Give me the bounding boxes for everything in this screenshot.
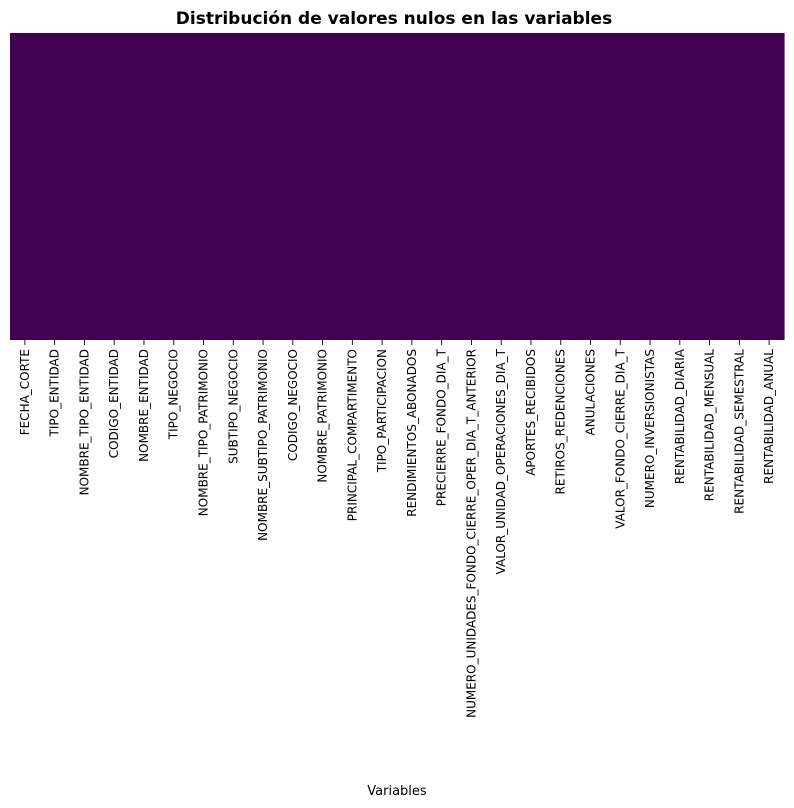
x-tick-label: PRINCIPAL_COMPARTIMENTO xyxy=(345,349,359,521)
heatmap-cell-principal_compartimento xyxy=(337,33,368,340)
heatmap-cell-nombre_entidad xyxy=(129,33,160,340)
x-tick-label: NOMBRE_PATRIMONIO xyxy=(316,349,330,483)
heatmap-cell-codigo_entidad xyxy=(99,33,130,340)
heatmap-cell-valor_fondo_cierre_dia_t xyxy=(605,33,636,340)
chart-title: Distribución de valores nulos en las var… xyxy=(176,9,612,29)
heatmap-cell-codigo_negocio xyxy=(277,33,309,340)
heatmap-cell-rendimientos_abonados xyxy=(397,33,428,340)
heatmap-plot-area xyxy=(10,33,785,340)
x-tick-label: NUMERO_UNIDADES_FONDO_CIERRE_OPER_DIA_T_… xyxy=(464,349,478,718)
x-tick-label: TIPO_ENTIDAD xyxy=(48,349,62,437)
heatmap-cell-subtipo_negocio xyxy=(218,33,249,340)
x-tick-label: CODIGO_ENTIDAD xyxy=(107,349,121,458)
heatmap-cell-fecha_corte xyxy=(10,33,41,340)
x-tick-label: NOMBRE_TIPO_ENTIDAD xyxy=(77,349,91,495)
heatmap-cell-rentabilidad_anual xyxy=(754,33,785,340)
heatmap-cell-nombre_patrimonio xyxy=(307,33,339,340)
heatmap-cell-retiros_redenciones xyxy=(545,33,577,340)
heatmap-cell-anulaciones xyxy=(575,33,606,340)
x-tick-label: NOMBRE_SUBTIPO_PATRIMONIO xyxy=(256,349,270,541)
x-tick-label: APORTES_RECIBIDOS xyxy=(524,349,538,476)
heatmap-cell-aportes_recibidos xyxy=(516,33,547,340)
x-tick-label: RENTABILIDAD_SEMESTRAL xyxy=(732,349,746,514)
x-tick-label: NOMBRE_ENTIDAD xyxy=(137,349,151,462)
x-tick-label: TIPO_PARTICIPACION xyxy=(375,349,389,473)
x-tick-label: RENTABILIDAD_MENSUAL xyxy=(703,349,717,502)
x-tick-label: CODIGO_NEGOCIO xyxy=(286,349,300,461)
heatmap-cell-numero_unidades_fondo_cierre_oper_dia_t_anterior xyxy=(456,33,487,340)
x-tick-label: VALOR_FONDO_CIERRE_DIA_T xyxy=(613,348,627,528)
x-tick-label: PRECIERRE_FONDO_DIA_T xyxy=(435,348,449,506)
heatmap-cell-nombre_subtipo_patrimonio xyxy=(248,33,279,340)
x-tick-label: RENTABILIDAD_DIARIA xyxy=(673,348,687,484)
x-tick-label: TIPO_NEGOCIO xyxy=(167,349,181,440)
heatmap-cell-nombre_tipo_entidad xyxy=(69,33,100,340)
heatmap-cell-tipo_entidad xyxy=(39,33,71,340)
x-tick-label: ANULACIONES xyxy=(584,349,598,435)
x-tick-label: SUBTIPO_NEGOCIO xyxy=(226,349,240,464)
heatmap-cell-tipo_negocio xyxy=(158,33,190,340)
x-tick-label: NUMERO_INVERSIONISTAS xyxy=(643,349,657,508)
heatmap-cell-rentabilidad_diaria xyxy=(664,33,696,340)
x-axis-ticks: FECHA_CORTE TIPO_ENTIDAD NOMBRE_TIPO_ENTID… xyxy=(18,340,776,718)
heatmap-cell-tipo_participacion xyxy=(367,33,398,340)
x-tick-label: RENTABILIDAD_ANUAL xyxy=(762,349,776,484)
x-axis-label: Variables xyxy=(367,784,427,799)
heatmap-cell-precierre_fondo_dia_t xyxy=(426,33,458,340)
heatmap-cell-valor_unidad_operaciones_dia_t xyxy=(486,33,517,340)
x-tick-label: VALOR_UNIDAD_OPERACIONES_DIA_T xyxy=(494,348,508,574)
heatmap-cell-rentabilidad_mensual xyxy=(694,33,726,340)
x-tick-label: RETIROS_REDENCIONES xyxy=(554,349,568,494)
x-tick-label: NOMBRE_TIPO_PATRIMONIO xyxy=(197,349,211,516)
heatmap-cell-nombre_tipo_patrimonio xyxy=(188,33,219,340)
x-tick-label: FECHA_CORTE xyxy=(18,349,32,435)
heatmap-cell-rentabilidad_semestral xyxy=(724,33,755,340)
heatmap-cell-numero_inversionistas xyxy=(635,33,666,340)
x-tick-label: RENDIMIENTOS_ABONADOS xyxy=(405,349,419,517)
